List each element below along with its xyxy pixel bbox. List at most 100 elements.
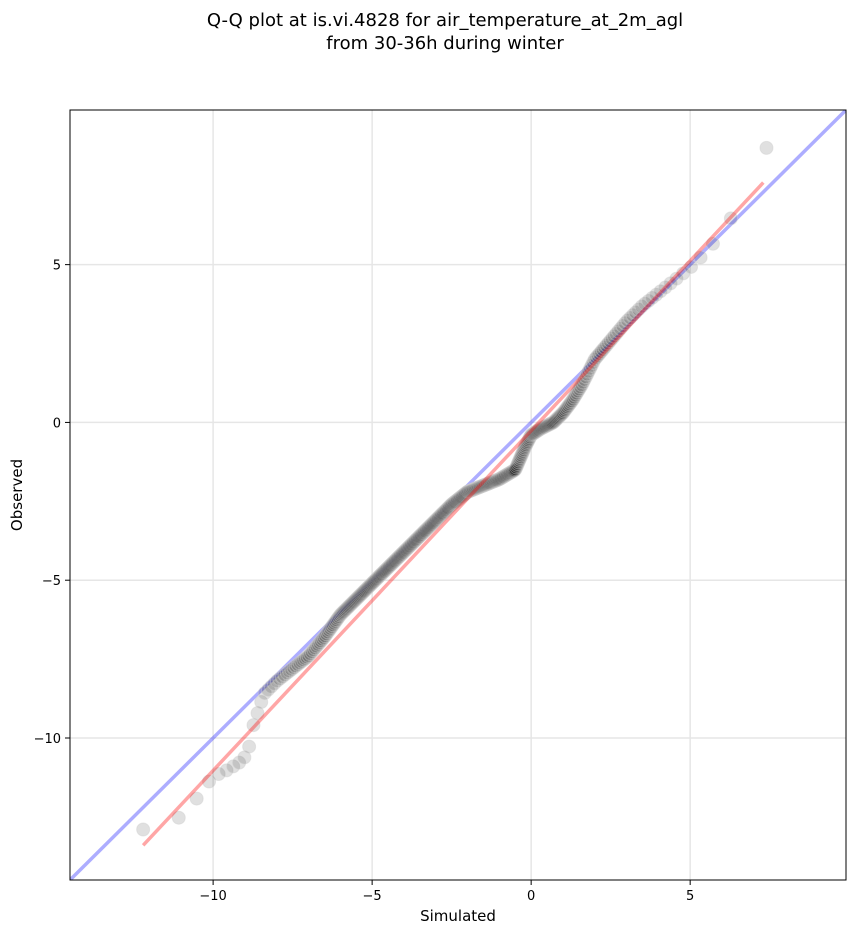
qq-point <box>523 430 538 445</box>
qq-point <box>504 465 519 480</box>
qq-point <box>496 469 511 484</box>
qq-point <box>658 280 673 295</box>
qq-point <box>618 316 633 331</box>
qq-point <box>409 532 424 547</box>
y-axis-label: Observed <box>8 459 26 531</box>
x-tick-label: 5 <box>686 889 694 904</box>
qq-point <box>345 595 360 610</box>
qq-point <box>318 628 333 643</box>
qq-point <box>435 506 450 521</box>
qq-point <box>442 499 457 514</box>
qq-point <box>584 358 599 373</box>
qq-point <box>625 308 640 323</box>
grid-lines <box>70 110 846 880</box>
qq-point <box>417 524 432 539</box>
qq-point <box>464 483 479 498</box>
qq-point <box>542 417 557 432</box>
qq-point <box>294 654 309 669</box>
x-tick-label: −5 <box>363 889 382 904</box>
qq-point <box>485 475 500 490</box>
qq-point <box>527 425 542 440</box>
qq-point <box>246 718 261 733</box>
qq-point <box>461 484 476 499</box>
qq-point <box>211 767 226 782</box>
qq-point <box>342 598 357 613</box>
qq-point <box>377 564 392 579</box>
qq-point <box>444 497 459 512</box>
qq-point <box>424 517 439 532</box>
qq-point <box>456 487 471 502</box>
reference-line-group <box>70 110 846 880</box>
qq-point <box>366 574 381 589</box>
qq-point <box>402 539 417 554</box>
chart-title-line-2: from 30-36h during winter <box>326 33 564 54</box>
qq-point <box>327 616 342 631</box>
qq-point <box>454 489 469 504</box>
qq-point <box>563 395 578 410</box>
qq-point <box>438 503 453 518</box>
qq-point <box>346 594 361 609</box>
qq-point <box>296 653 311 668</box>
qq-point <box>264 679 279 694</box>
y-tick-label: −5 <box>42 574 61 589</box>
qq-point <box>427 514 442 529</box>
qq-point <box>458 486 473 501</box>
qq-point <box>446 495 461 510</box>
x-tick-label: −10 <box>199 889 226 904</box>
qq-point <box>603 334 618 349</box>
qq-point <box>441 500 456 515</box>
qq-point <box>573 380 588 395</box>
qq-point <box>552 409 567 424</box>
qq-point <box>436 505 451 520</box>
qq-point <box>446 496 461 511</box>
qq-point <box>676 266 691 281</box>
qq-point <box>506 463 521 478</box>
qq-point <box>330 611 345 626</box>
qq-point <box>456 488 471 503</box>
qq-point <box>511 455 526 470</box>
qq-point <box>578 369 593 384</box>
qq-point <box>356 585 371 600</box>
qq-point <box>513 450 528 465</box>
qq-point <box>380 561 395 576</box>
qq-point <box>347 593 362 608</box>
y-tick-label: −10 <box>34 732 61 747</box>
qq-point <box>388 553 403 568</box>
qq-point <box>338 602 353 617</box>
qq-point <box>313 634 328 649</box>
qq-point <box>459 485 474 500</box>
qq-point <box>613 321 628 336</box>
qq-point <box>363 578 378 593</box>
qq-point <box>392 548 407 563</box>
qq-point <box>401 540 416 555</box>
qq-point <box>488 473 503 488</box>
qq-point <box>471 480 486 495</box>
qq-point <box>374 566 389 581</box>
qq-point <box>381 559 396 574</box>
x-tick-label: 0 <box>527 889 535 904</box>
qq-point <box>705 236 720 251</box>
qq-point <box>507 463 522 478</box>
qq-point <box>577 372 592 387</box>
qq-point <box>566 392 581 407</box>
qq-point <box>339 601 354 616</box>
qq-point <box>597 340 612 355</box>
qq-point <box>242 739 257 754</box>
qq-point <box>487 474 502 489</box>
qq-point <box>615 319 630 334</box>
qq-point <box>441 500 456 515</box>
qq-point <box>476 478 491 493</box>
qq-point <box>343 597 358 612</box>
qq-point <box>397 543 412 558</box>
qq-point <box>529 424 544 439</box>
qq-point <box>418 523 433 538</box>
qq-point <box>451 491 466 506</box>
qq-point <box>336 604 351 619</box>
qq-point <box>389 552 404 567</box>
qq-point <box>408 533 423 548</box>
qq-point <box>531 423 546 438</box>
qq-point <box>457 487 472 502</box>
qq-point <box>543 416 558 431</box>
qq-point <box>359 581 374 596</box>
